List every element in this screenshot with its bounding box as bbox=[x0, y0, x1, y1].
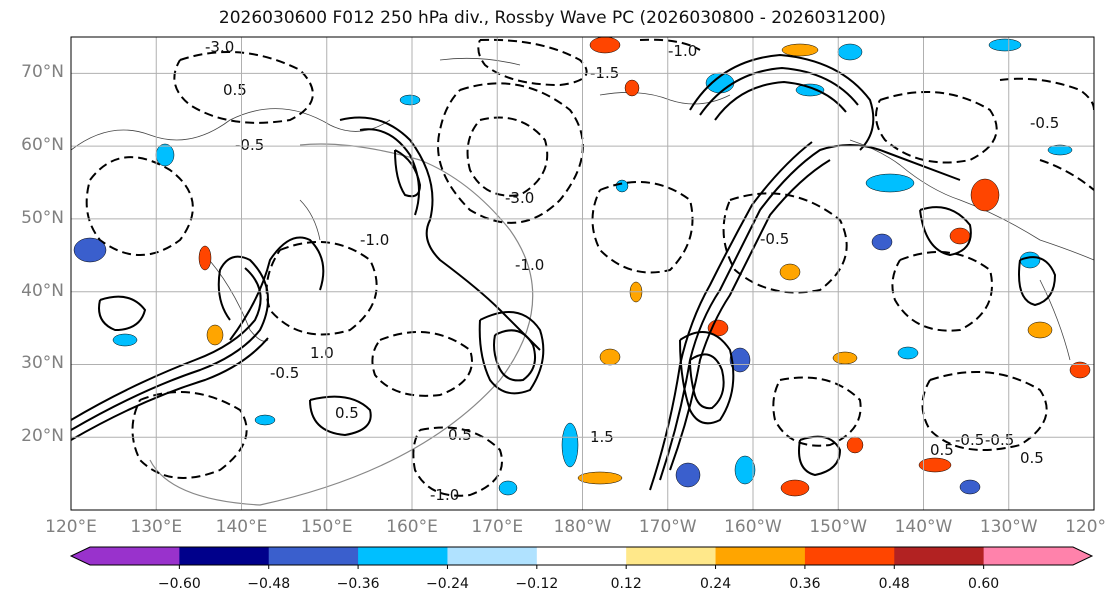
colorbar-tick-label: −0.48 bbox=[247, 576, 291, 592]
latitude-label: 40°N bbox=[21, 280, 64, 301]
contour-label: -0.5 bbox=[760, 230, 789, 248]
colorbar-tick-label: −0.60 bbox=[157, 576, 201, 592]
map-frame bbox=[70, 36, 1095, 511]
colorbar-tick-label: 0.12 bbox=[610, 576, 642, 592]
longitude-label: 130°W bbox=[979, 517, 1038, 537]
colorbar-bin bbox=[894, 547, 985, 565]
colorbar-outline bbox=[69, 546, 1094, 566]
longitude-label: 160°W bbox=[724, 517, 782, 537]
longitude-label: 180°W bbox=[553, 517, 612, 537]
contour-label: 0.5 bbox=[335, 404, 359, 422]
longitude-label: 140°W bbox=[894, 517, 953, 537]
contour-label: -3.0 bbox=[505, 189, 534, 207]
divergence-shading bbox=[73, 37, 1091, 497]
contour-label: -1.0 bbox=[515, 256, 544, 274]
colorbar-bin bbox=[804, 547, 895, 565]
contour-label: -0.5 bbox=[235, 136, 264, 154]
colorbar-bin bbox=[268, 547, 359, 565]
colorbar-tick-label: 0.24 bbox=[699, 576, 732, 592]
colorbar-bin bbox=[715, 547, 806, 565]
contour-label: 0.5 bbox=[1020, 449, 1044, 467]
longitude-label: 170°W bbox=[638, 517, 697, 537]
contour-label: -1.0 bbox=[430, 486, 459, 504]
latitude-label: 60°N bbox=[21, 135, 64, 156]
colorbar-extend-min bbox=[71, 547, 90, 565]
colorbar-tick-label: 0.36 bbox=[789, 576, 821, 592]
colorbar bbox=[69, 546, 1094, 569]
contour-label: 0.5 bbox=[223, 81, 247, 99]
colorbar-bin bbox=[626, 547, 717, 565]
contour-label: -3.0 bbox=[205, 38, 234, 56]
contour-label: 1.0 bbox=[310, 344, 334, 362]
positive-contours bbox=[71, 53, 1057, 491]
longitude-label: 130°E bbox=[130, 517, 183, 537]
longitude-label: 120°W bbox=[1065, 517, 1105, 537]
contour-label: -0.5 bbox=[985, 431, 1014, 449]
negative-contours bbox=[85, 38, 1094, 497]
contour-label: 0.5 bbox=[930, 441, 954, 459]
latitude-label: 30°N bbox=[21, 353, 64, 374]
longitude-label: 120°E bbox=[45, 517, 97, 537]
longitude-label: 170°E bbox=[471, 517, 524, 537]
colorbar-tick-label: 0.60 bbox=[968, 576, 1000, 592]
contour-label: -0.5 bbox=[270, 364, 299, 382]
contour-label: -0.5 bbox=[955, 431, 984, 449]
longitude-label: 140°E bbox=[215, 517, 268, 537]
contour-label: -1.0 bbox=[360, 231, 389, 249]
longitude-label: 150°W bbox=[809, 517, 868, 537]
colorbar-tick-label: −0.12 bbox=[515, 576, 559, 592]
colorbar-bin bbox=[90, 547, 180, 565]
latitude-label: 70°N bbox=[21, 62, 64, 83]
colorbar-tick-label: −0.36 bbox=[336, 576, 380, 592]
colorbar-extend-max bbox=[1073, 547, 1092, 565]
map-panel: -3.0 -1.0 -1.5 -0.5 0.5 -3.0 -1.0 -1.0 0… bbox=[70, 36, 1095, 511]
contour-value-labels: -3.0 -1.0 -1.5 -0.5 0.5 -3.0 -1.0 -1.0 0… bbox=[205, 38, 1059, 504]
chart-title: 2026030600 F012 250 hPa div., Rossby Wav… bbox=[218, 8, 887, 28]
colorbar-bin bbox=[983, 547, 1074, 565]
contour-label: -0.5 bbox=[1030, 114, 1059, 132]
latitude-label: 50°N bbox=[21, 207, 64, 228]
colorbar-tick-label: 0.48 bbox=[878, 576, 910, 592]
colorbar-bin bbox=[536, 547, 627, 565]
colorbar-bin bbox=[179, 547, 270, 565]
longitude-label: 150°E bbox=[300, 517, 353, 537]
contour-label: -1.0 bbox=[668, 42, 697, 60]
longitude-label: 160°E bbox=[386, 517, 438, 537]
latitude-label: 20°N bbox=[21, 426, 64, 447]
contour-label: 0.5 bbox=[448, 426, 472, 444]
colorbar-tick-label: −0.24 bbox=[426, 576, 469, 592]
colorbar-bin bbox=[358, 547, 448, 565]
colorbar-bin bbox=[447, 547, 538, 565]
